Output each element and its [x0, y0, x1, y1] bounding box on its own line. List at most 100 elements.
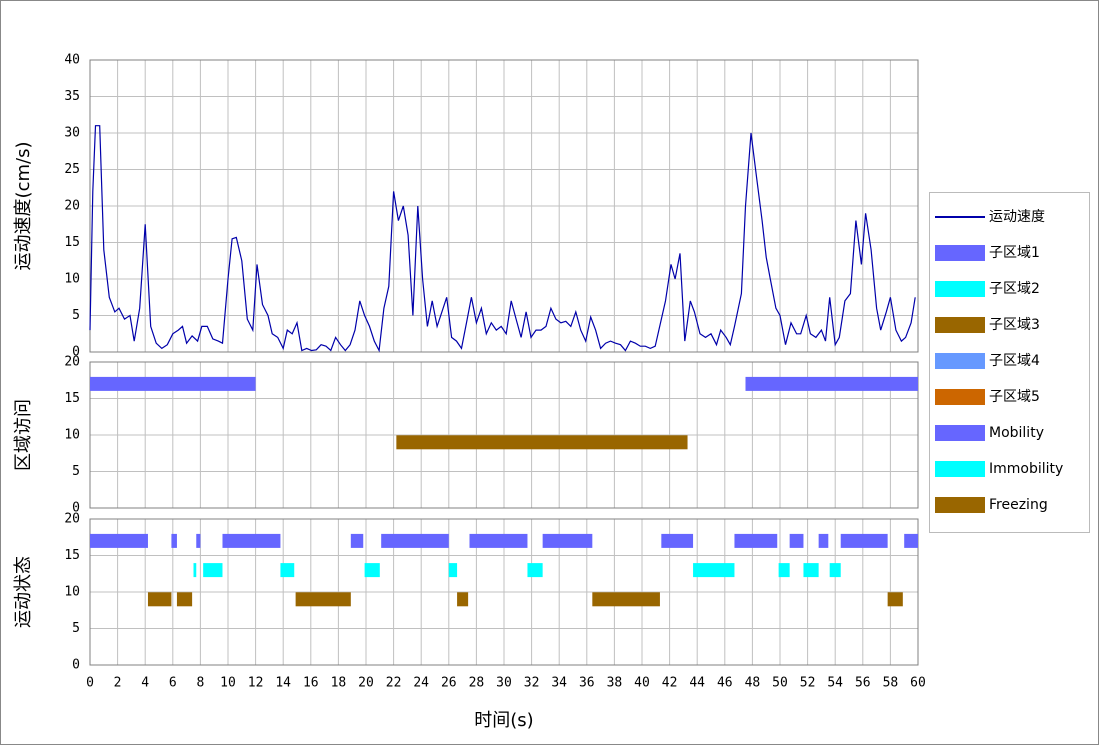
- plot-border: [89, 518, 919, 666]
- legend-swatch: [935, 425, 985, 441]
- y-tick-label: 15: [64, 548, 80, 563]
- x-tick-label: 8: [196, 676, 204, 691]
- state-bar: [734, 533, 778, 548]
- state-bar: [280, 563, 295, 578]
- y-tick-label: 20: [64, 512, 80, 527]
- legend-swatch: [935, 353, 985, 369]
- legend-swatch: [935, 389, 985, 405]
- y-tick-label: 40: [64, 53, 80, 68]
- x-tick-label: 42: [662, 676, 678, 691]
- y-tick-label: 10: [64, 585, 80, 600]
- x-tick-label: 0: [86, 676, 94, 691]
- x-tick-label: 14: [275, 676, 291, 691]
- state-bar: [457, 592, 469, 607]
- state-bar: [90, 376, 256, 391]
- legend-label: 子区域4: [989, 353, 1040, 369]
- x-tick-label: 38: [607, 676, 623, 691]
- x-tick-label: 10: [220, 676, 236, 691]
- legend-swatch: [935, 461, 985, 477]
- y-tick-label: 0: [72, 501, 80, 516]
- x-tick-label: 28: [469, 676, 485, 691]
- x-tick-label: 22: [386, 676, 402, 691]
- x-tick-label: 20: [358, 676, 374, 691]
- x-tick-label: 54: [827, 676, 843, 691]
- state-bar: [818, 533, 829, 548]
- y-tick-label: 5: [72, 308, 80, 323]
- x-tick-label: 18: [331, 676, 347, 691]
- state-bar: [745, 376, 918, 391]
- y-tick-label: 20: [64, 355, 80, 370]
- legend-label: 子区域5: [989, 389, 1040, 405]
- x-tick-label: 36: [579, 676, 595, 691]
- state-bar: [803, 563, 819, 578]
- state-bar: [840, 533, 888, 548]
- legend-label: 子区域3: [989, 317, 1040, 333]
- y-tick-label: 15: [64, 391, 80, 406]
- legend-swatch: [935, 281, 985, 297]
- legend-label: 运动速度: [989, 209, 1045, 225]
- x-tick-label: 16: [303, 676, 319, 691]
- plot-border: [89, 59, 919, 353]
- x-tick-label: 46: [717, 676, 733, 691]
- state-bar: [693, 563, 735, 578]
- x-tick-label: 56: [855, 676, 871, 691]
- y-tick-label: 5: [72, 464, 80, 479]
- y-tick-label: 25: [64, 162, 80, 177]
- state-bar: [448, 563, 458, 578]
- legend-swatch: [935, 245, 985, 261]
- x-tick-label: 2: [114, 676, 122, 691]
- plot-border: [89, 361, 919, 509]
- y-tick-label: 5: [72, 621, 80, 636]
- y-tick-label: 0: [72, 658, 80, 673]
- x-tick-label: 50: [772, 676, 788, 691]
- y-tick-label: 30: [64, 126, 80, 141]
- y-axis-label: 区域访问: [13, 399, 34, 471]
- state-bar: [381, 533, 449, 548]
- state-bar: [350, 533, 364, 548]
- x-tick-label: 40: [634, 676, 650, 691]
- x-tick-label: 44: [689, 676, 705, 691]
- y-tick-label: 15: [64, 235, 80, 250]
- legend-label: 子区域2: [989, 281, 1040, 297]
- state-bar: [829, 563, 841, 578]
- state-bar: [176, 592, 193, 607]
- state-bar: [171, 533, 177, 548]
- x-tick-label: 6: [169, 676, 177, 691]
- x-tick-label: 12: [248, 676, 264, 691]
- legend-swatch: [935, 317, 985, 333]
- state-bar: [527, 563, 543, 578]
- state-bar: [661, 533, 694, 548]
- legend-label: Freezing: [989, 497, 1048, 513]
- x-axis-label: 时间(s): [474, 710, 533, 731]
- y-tick-label: 0: [72, 345, 80, 360]
- legend-label: 子区域1: [989, 245, 1040, 261]
- x-tick-label: 24: [413, 676, 429, 691]
- state-bar: [887, 592, 903, 607]
- x-tick-label: 26: [441, 676, 457, 691]
- legend-label: Mobility: [989, 425, 1044, 441]
- y-tick-label: 20: [64, 199, 80, 214]
- state-bar: [295, 592, 351, 607]
- state-bar: [147, 592, 172, 607]
- state-bar: [222, 533, 281, 548]
- x-tick-label: 58: [883, 676, 899, 691]
- x-tick-label: 32: [524, 676, 540, 691]
- x-tick-label: 52: [800, 676, 816, 691]
- state-bar: [778, 563, 790, 578]
- speed-line: [89, 125, 916, 353]
- state-bar: [193, 563, 197, 578]
- y-axis-label: 运动速度(cm/s): [13, 142, 34, 271]
- state-bar: [196, 533, 201, 548]
- x-tick-label: 4: [141, 676, 149, 691]
- state-bar: [203, 563, 223, 578]
- state-bar: [90, 533, 148, 548]
- state-bar: [592, 592, 660, 607]
- state-bar: [904, 533, 918, 548]
- x-tick-label: 34: [551, 676, 567, 691]
- y-tick-label: 10: [64, 428, 80, 443]
- legend-label: Immobility: [989, 461, 1063, 477]
- y-tick-label: 35: [64, 89, 80, 104]
- x-tick-label: 30: [496, 676, 512, 691]
- state-bar: [396, 435, 688, 450]
